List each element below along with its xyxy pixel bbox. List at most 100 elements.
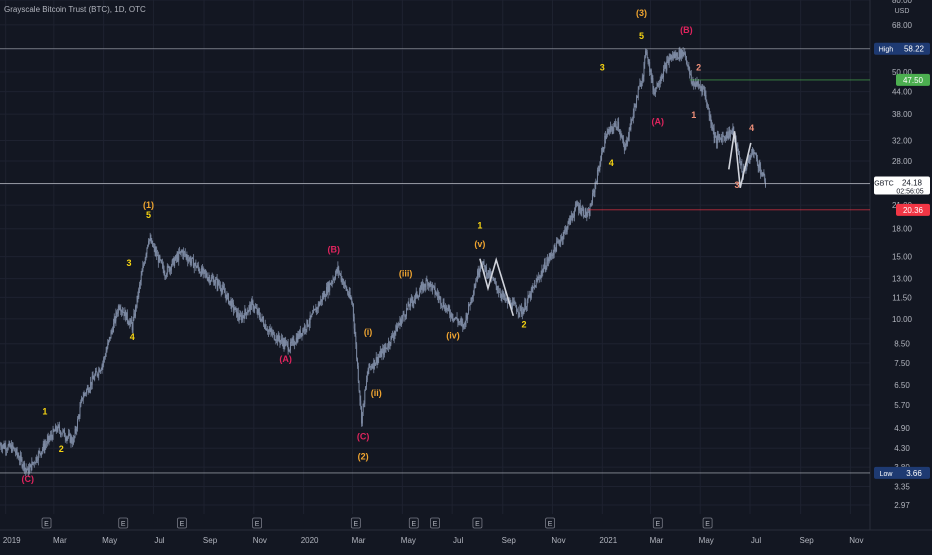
candle-body (173, 258, 174, 260)
candle-body (709, 108, 710, 116)
candle-body (457, 317, 458, 320)
candle-body (152, 241, 153, 247)
candle-body (581, 213, 582, 214)
candle-body (470, 298, 471, 305)
candle-body (546, 268, 547, 270)
candle-body (233, 303, 234, 310)
candle-body (64, 430, 65, 437)
candle-body (543, 268, 544, 272)
candle-body (222, 286, 223, 289)
candle-body (421, 284, 422, 286)
candle-body (497, 290, 498, 291)
candle-body (571, 216, 572, 218)
y-tick-label: 44.00 (892, 88, 913, 97)
candle-body (258, 310, 259, 313)
candle-body (492, 278, 493, 281)
candle-body (583, 209, 584, 216)
candle-body (666, 65, 667, 71)
candle-body (320, 299, 321, 302)
candle-body (661, 79, 662, 80)
candle-body (586, 209, 587, 216)
candle-body (287, 342, 288, 343)
candle-body (422, 284, 423, 291)
candle-body (226, 295, 227, 300)
candle-body (294, 344, 295, 345)
candle-body (475, 286, 476, 289)
candle-body (92, 376, 93, 385)
candle-body (178, 252, 179, 261)
candle-body (228, 294, 229, 304)
candle-body (192, 258, 193, 259)
candle-body (621, 135, 622, 136)
candle-body (22, 459, 23, 467)
candle-body (737, 145, 738, 151)
y-tick-label: 6.50 (894, 381, 910, 390)
candle-body (456, 317, 457, 318)
candle-body (603, 148, 604, 151)
candle-body (596, 182, 597, 183)
candle-body (617, 127, 618, 128)
candle-body (487, 275, 488, 276)
candle-body (193, 258, 194, 268)
candle-body (293, 339, 294, 345)
candle-body (324, 293, 325, 297)
candle-body (254, 307, 255, 309)
candle-body (667, 60, 668, 61)
candle-body (176, 256, 177, 259)
candle-body (700, 85, 701, 87)
candle-body (253, 309, 254, 310)
candle-body (551, 255, 552, 256)
candle-body (190, 258, 191, 263)
earnings-marker-label: E (475, 521, 480, 528)
candle-body (412, 299, 413, 302)
candle-body (708, 107, 709, 108)
earnings-marker-label: E (411, 521, 416, 528)
candle-body (80, 402, 81, 407)
candle-body (572, 216, 573, 217)
candle-body (539, 277, 540, 278)
candle-body (257, 308, 258, 313)
candle-body (15, 451, 16, 453)
candle-body (375, 363, 376, 366)
candle-body (18, 455, 19, 457)
candle-body (125, 311, 126, 320)
candle-body (483, 261, 484, 263)
candle-body (515, 303, 516, 304)
candle-body (173, 258, 174, 265)
candle-body (22, 466, 23, 467)
candle-body (337, 267, 338, 272)
candle-body (71, 437, 72, 442)
candle-body (365, 387, 366, 391)
candle-body (517, 311, 518, 312)
candle-body (119, 306, 120, 308)
candle-body (724, 137, 725, 138)
candle-body (80, 407, 81, 417)
candle-body (650, 70, 651, 72)
candle-body (390, 344, 391, 345)
candle-body (393, 337, 394, 338)
candle-body (567, 228, 568, 232)
candle-body (48, 436, 49, 439)
candle-body (136, 306, 137, 307)
candle-body (577, 204, 578, 205)
candle-body (627, 141, 628, 144)
candle-body (731, 132, 732, 133)
candle-body (35, 457, 36, 463)
candle-body (739, 155, 740, 161)
candle-body (715, 136, 716, 137)
candle-body (58, 425, 59, 426)
candle-body (671, 55, 672, 58)
candle-body (102, 363, 103, 365)
candle-body (96, 371, 97, 372)
candle-body (361, 407, 362, 424)
candle-body (506, 300, 507, 301)
candle-body (45, 444, 46, 445)
candle-body (244, 309, 245, 318)
candle-body (274, 332, 275, 339)
candle-body (259, 312, 260, 317)
candle-body (248, 306, 249, 311)
candle-body (305, 326, 306, 330)
candle-body (217, 281, 218, 287)
candle-body (544, 262, 545, 268)
candle-body (146, 254, 147, 258)
